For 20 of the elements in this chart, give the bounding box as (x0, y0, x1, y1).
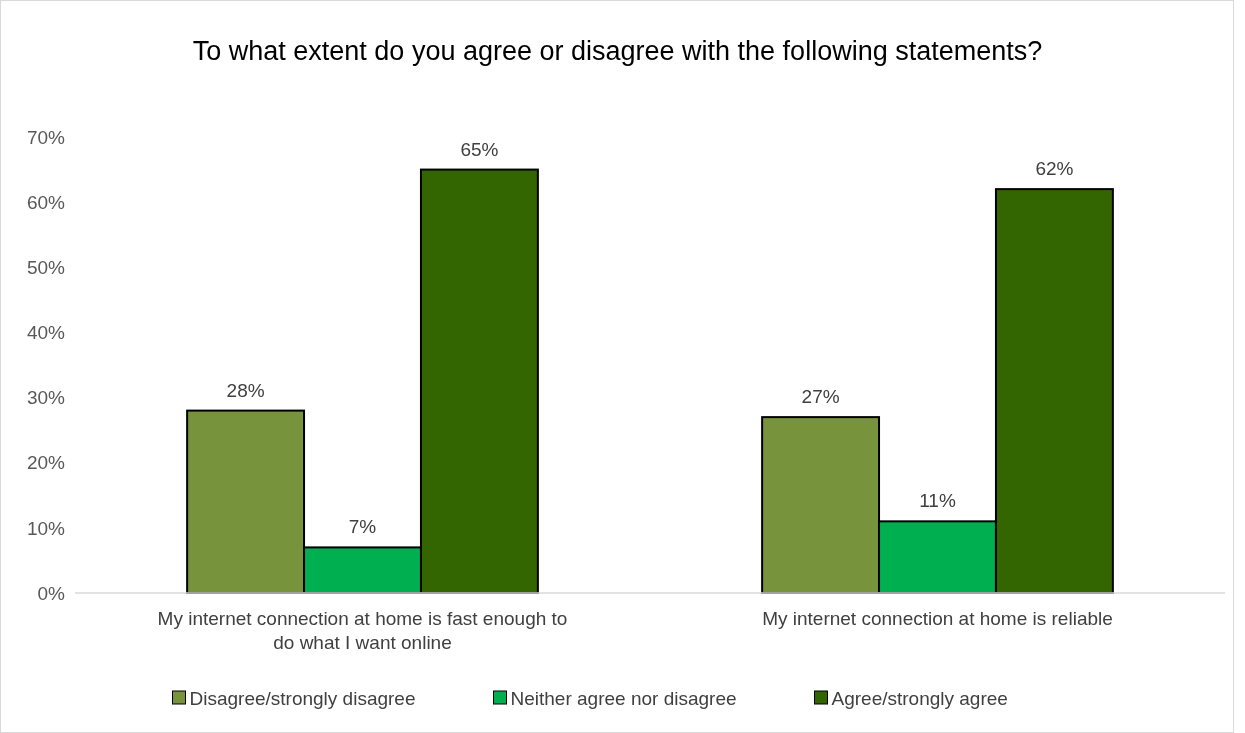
y-tick-label: 70% (26, 126, 66, 148)
data-label: 62% (1035, 158, 1074, 180)
y-tick-label: 20% (26, 452, 66, 474)
x-tick-label: My internet connection at home is fast enough to do what I want online (157, 608, 568, 653)
data-label: 7% (348, 516, 377, 538)
y-tick-label: 50% (26, 256, 66, 278)
legend-label: Agree/strongly agree (831, 687, 1008, 709)
data-label: 65% (460, 138, 499, 160)
y-tick-label: 30% (26, 387, 66, 409)
legend-label: Neither agree nor disagree (510, 687, 737, 709)
y-tick-label: 40% (26, 322, 66, 344)
data-label: 28% (226, 379, 265, 401)
y-tick-label: 0% (37, 582, 66, 604)
data-label: 11% (919, 490, 956, 512)
chart-title: To what extent do you agree or disagree with the following statements? (192, 36, 1043, 66)
x-tick-label: My internet connection at home is reliable (762, 608, 1113, 629)
data-label: 27% (801, 386, 840, 408)
y-tick-label: 10% (26, 517, 66, 539)
y-tick-label: 60% (26, 191, 66, 213)
legend-label: Disagree/strongly disagree (189, 687, 416, 709)
